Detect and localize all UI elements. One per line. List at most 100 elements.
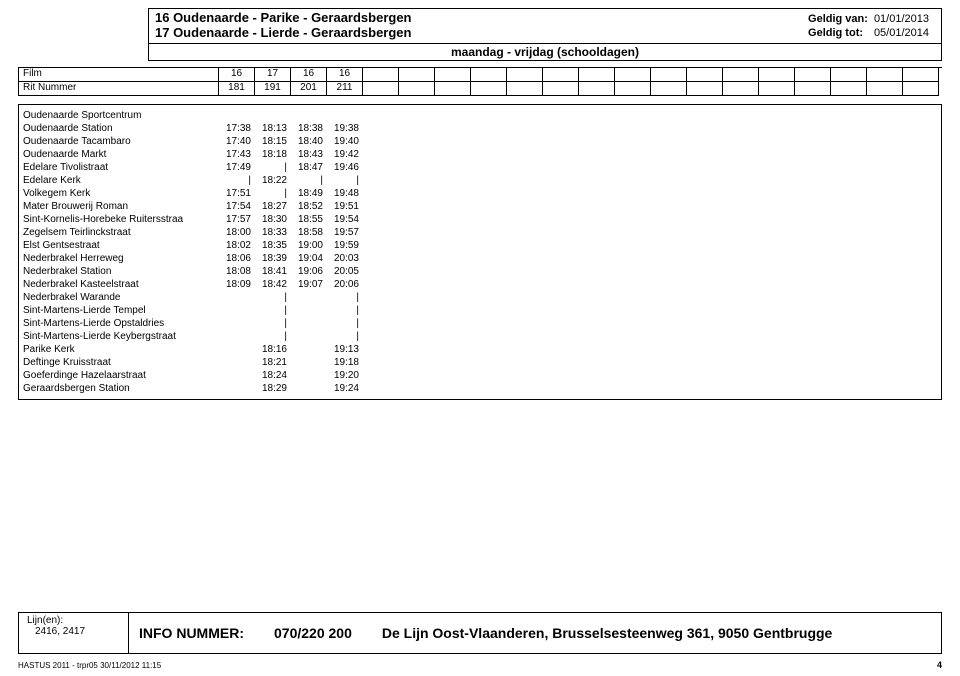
time-cell: 18:06 [219,252,255,265]
time-cell [651,187,687,200]
time-cell [723,356,759,369]
time-cell: 18:13 [255,122,291,135]
time-cell [363,239,399,252]
time-cell [903,317,939,330]
time-cell [651,161,687,174]
time-cell [579,252,615,265]
time-cell: 19:57 [327,226,363,239]
time-cell [615,135,651,148]
time-cell: 19:54 [327,213,363,226]
film-cell [543,68,579,82]
time-cell [471,122,507,135]
time-cell: 18:40 [291,135,327,148]
time-cell: 18:42 [255,278,291,291]
page-number: 4 [937,660,942,670]
time-cell [291,356,327,369]
time-cell [471,135,507,148]
stop-name: Nederbrakel Kasteelstraat [19,278,219,291]
time-cell [651,330,687,343]
time-cell: 18:52 [291,200,327,213]
time-cell [867,122,903,135]
time-cell [579,343,615,356]
time-cell [831,226,867,239]
time-cell [795,213,831,226]
time-cell [363,252,399,265]
time-cell [399,109,435,122]
time-cell [507,382,543,395]
time-cell [615,252,651,265]
time-cell [903,213,939,226]
time-cell [651,226,687,239]
valid-to-value: 05/01/2014 [874,27,933,39]
time-cell [867,382,903,395]
time-cell: 19:00 [291,239,327,252]
time-cell [579,109,615,122]
time-cell [471,161,507,174]
run-header-table: Film16171616Rit Nummer181191201211 [18,67,942,96]
time-cell [399,122,435,135]
time-cell [579,356,615,369]
stop-name: Sint-Martens-Lierde Keybergstraat [19,330,219,343]
time-cell: 17:51 [219,187,255,200]
time-cell [219,304,255,317]
time-cell [795,369,831,382]
time-cell [759,304,795,317]
time-cell [651,343,687,356]
timetable: Oudenaarde SportcentrumOudenaarde Statio… [18,104,942,400]
time-cell [615,122,651,135]
time-cell [651,135,687,148]
time-cell [651,213,687,226]
film-cell [471,68,507,82]
time-cell [399,187,435,200]
time-cell [759,213,795,226]
time-cell [507,369,543,382]
time-cell [507,135,543,148]
film-cell [435,68,471,82]
time-cell [435,161,471,174]
time-cell [723,343,759,356]
time-cell [543,187,579,200]
time-cell: 18:09 [219,278,255,291]
film-cell [579,68,615,82]
time-cell: 18:47 [291,161,327,174]
time-cell [579,382,615,395]
time-cell [543,135,579,148]
time-cell [615,278,651,291]
time-cell [615,239,651,252]
stop-name: Oudenaarde Sportcentrum [19,109,219,122]
time-cell [651,239,687,252]
time-cell [543,200,579,213]
time-cell [795,200,831,213]
time-cell [831,161,867,174]
time-cell [615,369,651,382]
time-cell: 17:40 [219,135,255,148]
time-cell [651,122,687,135]
time-cell: 17:38 [219,122,255,135]
time-cell [795,265,831,278]
lijnen-block: Lijn(en): 2416, 2417 [19,613,129,653]
stop-name: Edelare Kerk [19,174,219,187]
time-cell [471,187,507,200]
time-cell: 17:49 [219,161,255,174]
time-cell [867,343,903,356]
time-cell [363,213,399,226]
time-cell [687,239,723,252]
film-cell [615,68,651,82]
time-cell [759,356,795,369]
time-cell: | [255,330,291,343]
time-cell [507,239,543,252]
time-cell [543,317,579,330]
time-cell [543,252,579,265]
time-cell [831,369,867,382]
time-cell [867,265,903,278]
time-cell [795,239,831,252]
time-cell: 20:06 [327,278,363,291]
time-cell [363,109,399,122]
film-cell [759,68,795,82]
stop-name: Sint-Martens-Lierde Opstaldries [19,317,219,330]
time-cell [831,291,867,304]
stop-name: Geraardsbergen Station [19,382,219,395]
title-line-2: 17 Oudenaarde - Lierde - Geraardsbergen [155,26,412,41]
time-cell [543,369,579,382]
stop-name: Goeferdinge Hazelaarstraat [19,369,219,382]
